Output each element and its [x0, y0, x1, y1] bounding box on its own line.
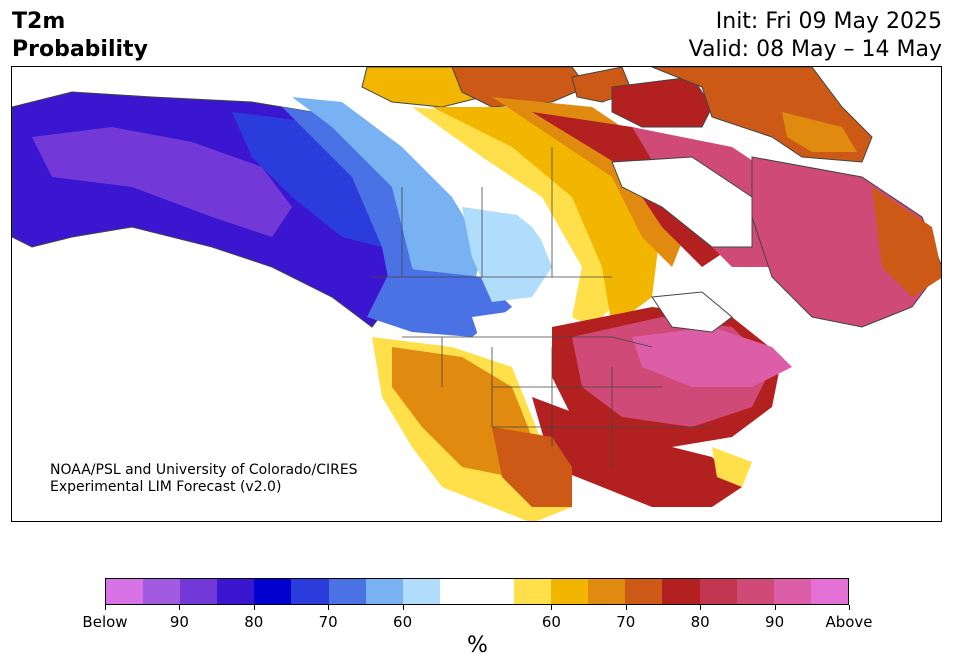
colorbar-segment: [551, 579, 589, 604]
colorbar-tick-mark: [551, 605, 553, 610]
init-date: Init: Fri 09 May 2025: [715, 9, 942, 34]
credit-line-2: Experimental LIM Forecast (v2.0): [50, 479, 282, 495]
colorbar-tick-mark: [849, 605, 850, 610]
above-normal-region: [372, 97, 941, 521]
colorbar-tick-label: Above: [825, 613, 873, 631]
colorbar-segment: [588, 579, 626, 604]
colorbar-segment: [180, 579, 218, 604]
colorbar-tick-label: 90: [169, 613, 189, 631]
chart-title: T2m Probability: [12, 8, 148, 64]
great-lakes: [651, 291, 733, 333]
colorbar-segment: [662, 579, 700, 604]
colorbar-segment: [291, 579, 329, 604]
below-normal-region: [12, 91, 552, 337]
map-canvas: [12, 67, 941, 521]
colorbar-segment: [699, 579, 737, 604]
colorbar-segment: [514, 579, 552, 604]
colorbar-segment: [106, 579, 144, 604]
colorbar: [105, 578, 849, 605]
colorbar-segment: [625, 579, 663, 604]
colorbar-tick-label: 70: [318, 613, 338, 631]
title-type: Probability: [12, 37, 148, 62]
colorbar-segment: [402, 579, 440, 604]
colorbar-tick-label: Below: [82, 613, 128, 631]
valid-range: Valid: 08 May – 14 May: [688, 37, 942, 62]
colorbar-segment: [773, 579, 811, 604]
colorbar-segment: [217, 579, 255, 604]
credit-line-1: NOAA/PSL and University of Colorado/CIRE…: [50, 462, 358, 478]
colorbar-segment: [736, 579, 774, 604]
forecast-dates: Init: Fri 09 May 2025 Valid: 08 May – 14…: [689, 8, 942, 64]
colorbar-segment: [254, 579, 292, 604]
political-borders: [372, 147, 712, 467]
colorbar-unit: %: [467, 633, 488, 658]
colorbar-tick-mark: [774, 605, 776, 610]
title-variable: T2m: [12, 9, 66, 34]
probability-map: NOAA/PSL and University of Colorado/CIRE…: [11, 66, 942, 522]
colorbar-tick-label: 90: [765, 613, 785, 631]
colorbar-segment: [810, 579, 848, 604]
map-credit: NOAA/PSL and University of Colorado/CIRE…: [50, 462, 358, 496]
hudson-bay: [611, 156, 753, 248]
colorbar-tick-mark: [700, 605, 702, 610]
colorbar-tick-mark: [328, 605, 330, 610]
arctic-islands: [361, 67, 873, 163]
colorbar-segment: [439, 579, 477, 604]
colorbar-tick-mark: [402, 605, 404, 610]
colorbar-tick-mark: [253, 605, 255, 610]
colorbar-tick-label: 60: [393, 613, 413, 631]
colorbar-segment: [365, 579, 403, 604]
colorbar-tick-label: 70: [616, 613, 636, 631]
colorbar-tick-mark: [105, 605, 106, 610]
colorbar-tick-mark: [625, 605, 627, 610]
colorbar-tick-label: 80: [244, 613, 264, 631]
colorbar-tick-label: 80: [690, 613, 710, 631]
colorbar-segment: [476, 579, 515, 604]
colorbar-tick-label: 60: [541, 613, 561, 631]
colorbar-segment: [328, 579, 366, 604]
colorbar-segment: [143, 579, 181, 604]
colorbar-tick-mark: [179, 605, 181, 610]
